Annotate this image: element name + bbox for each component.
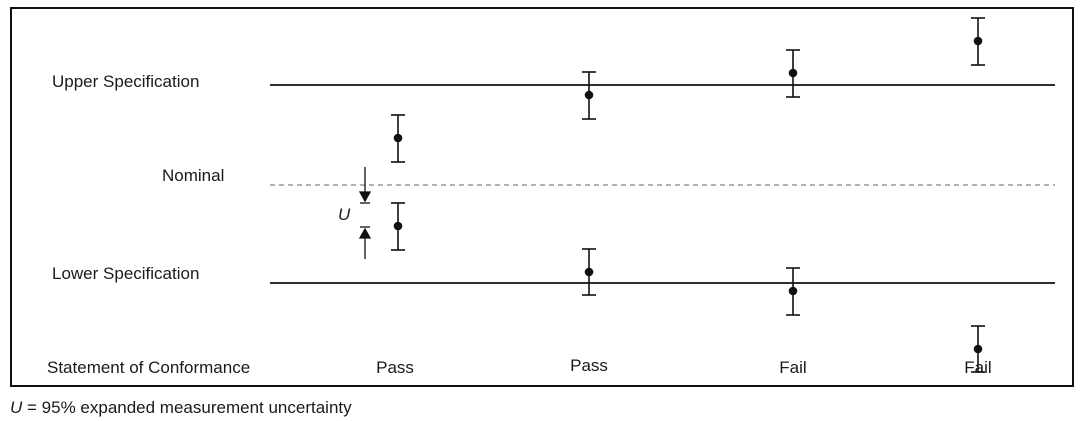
footnote-text: = 95% expanded measurement uncertainty <box>22 398 352 417</box>
result-label-3: Fail <box>779 358 807 377</box>
measurement-point <box>584 90 594 100</box>
error-bar-1b <box>391 202 405 251</box>
error-bar-3b <box>786 267 800 316</box>
diagram-frame <box>10 7 1074 387</box>
upper-spec-label: Upper Specification <box>52 72 200 91</box>
result-label-1: Pass <box>376 358 414 377</box>
error-bar-2a <box>582 71 596 120</box>
measurement-point <box>393 133 403 143</box>
result-label-2: Pass <box>570 356 608 375</box>
measurement-point <box>393 221 403 231</box>
measurement-point <box>584 267 594 277</box>
measurement-point <box>973 36 983 46</box>
measurement-point <box>788 286 798 296</box>
measurement-point <box>788 68 798 78</box>
statement-label: Statement of Conformance <box>47 358 251 377</box>
result-label-4: Fail <box>964 358 992 377</box>
measurement-point <box>973 344 983 354</box>
lower-spec-label: Lower Specification <box>52 264 200 283</box>
nominal-label: Nominal <box>162 166 225 185</box>
footnote-symbol: U <box>10 398 23 417</box>
u-symbol-label: U <box>338 205 351 224</box>
error-bar-1a <box>391 114 405 163</box>
error-bar-3a <box>786 49 800 98</box>
footnote: U = 95% expanded measurement uncertainty <box>10 399 352 416</box>
error-bar-2b <box>582 248 596 296</box>
uncertainty-indicator <box>358 167 372 259</box>
error-bar-4a <box>971 17 985 66</box>
error-bar-4b <box>971 325 985 373</box>
